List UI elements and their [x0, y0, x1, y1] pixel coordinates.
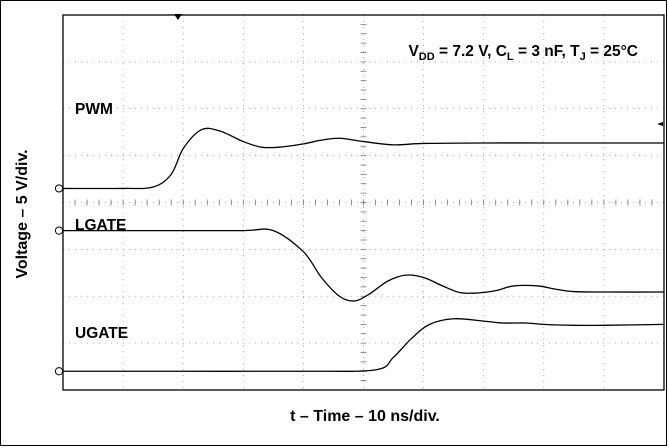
channel-marker-lgate [54, 226, 64, 235]
grid [62, 14, 665, 391]
series-label-ugate: UGATE [75, 325, 128, 342]
series-line-lgate [62, 228, 665, 302]
conditions-annotation: VDD = 7.2 V, CL = 3 nF, TJ = 25°C [408, 43, 638, 63]
plot-area-border [62, 14, 665, 391]
series-label-lgate: LGATE [75, 217, 126, 234]
marker-layer [54, 14, 663, 376]
series-line-pwm [62, 127, 664, 190]
channel-marker-pwm [54, 184, 64, 193]
series-layer [62, 127, 665, 373]
x-axis-label: t – Time – 10 ns/div. [290, 408, 440, 425]
channel-marker-ugate [54, 367, 64, 376]
y-axis-label: Voltage – 5 V/div. [14, 149, 31, 279]
trigger-level-marker [657, 121, 663, 126]
series-label-pwm: PWM [75, 101, 113, 118]
series-line-ugate [62, 318, 665, 373]
trigger-position-marker [174, 14, 182, 20]
